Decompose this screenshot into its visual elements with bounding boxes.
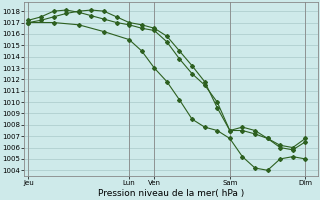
X-axis label: Pression niveau de la mer( hPa ): Pression niveau de la mer( hPa ) (98, 189, 244, 198)
